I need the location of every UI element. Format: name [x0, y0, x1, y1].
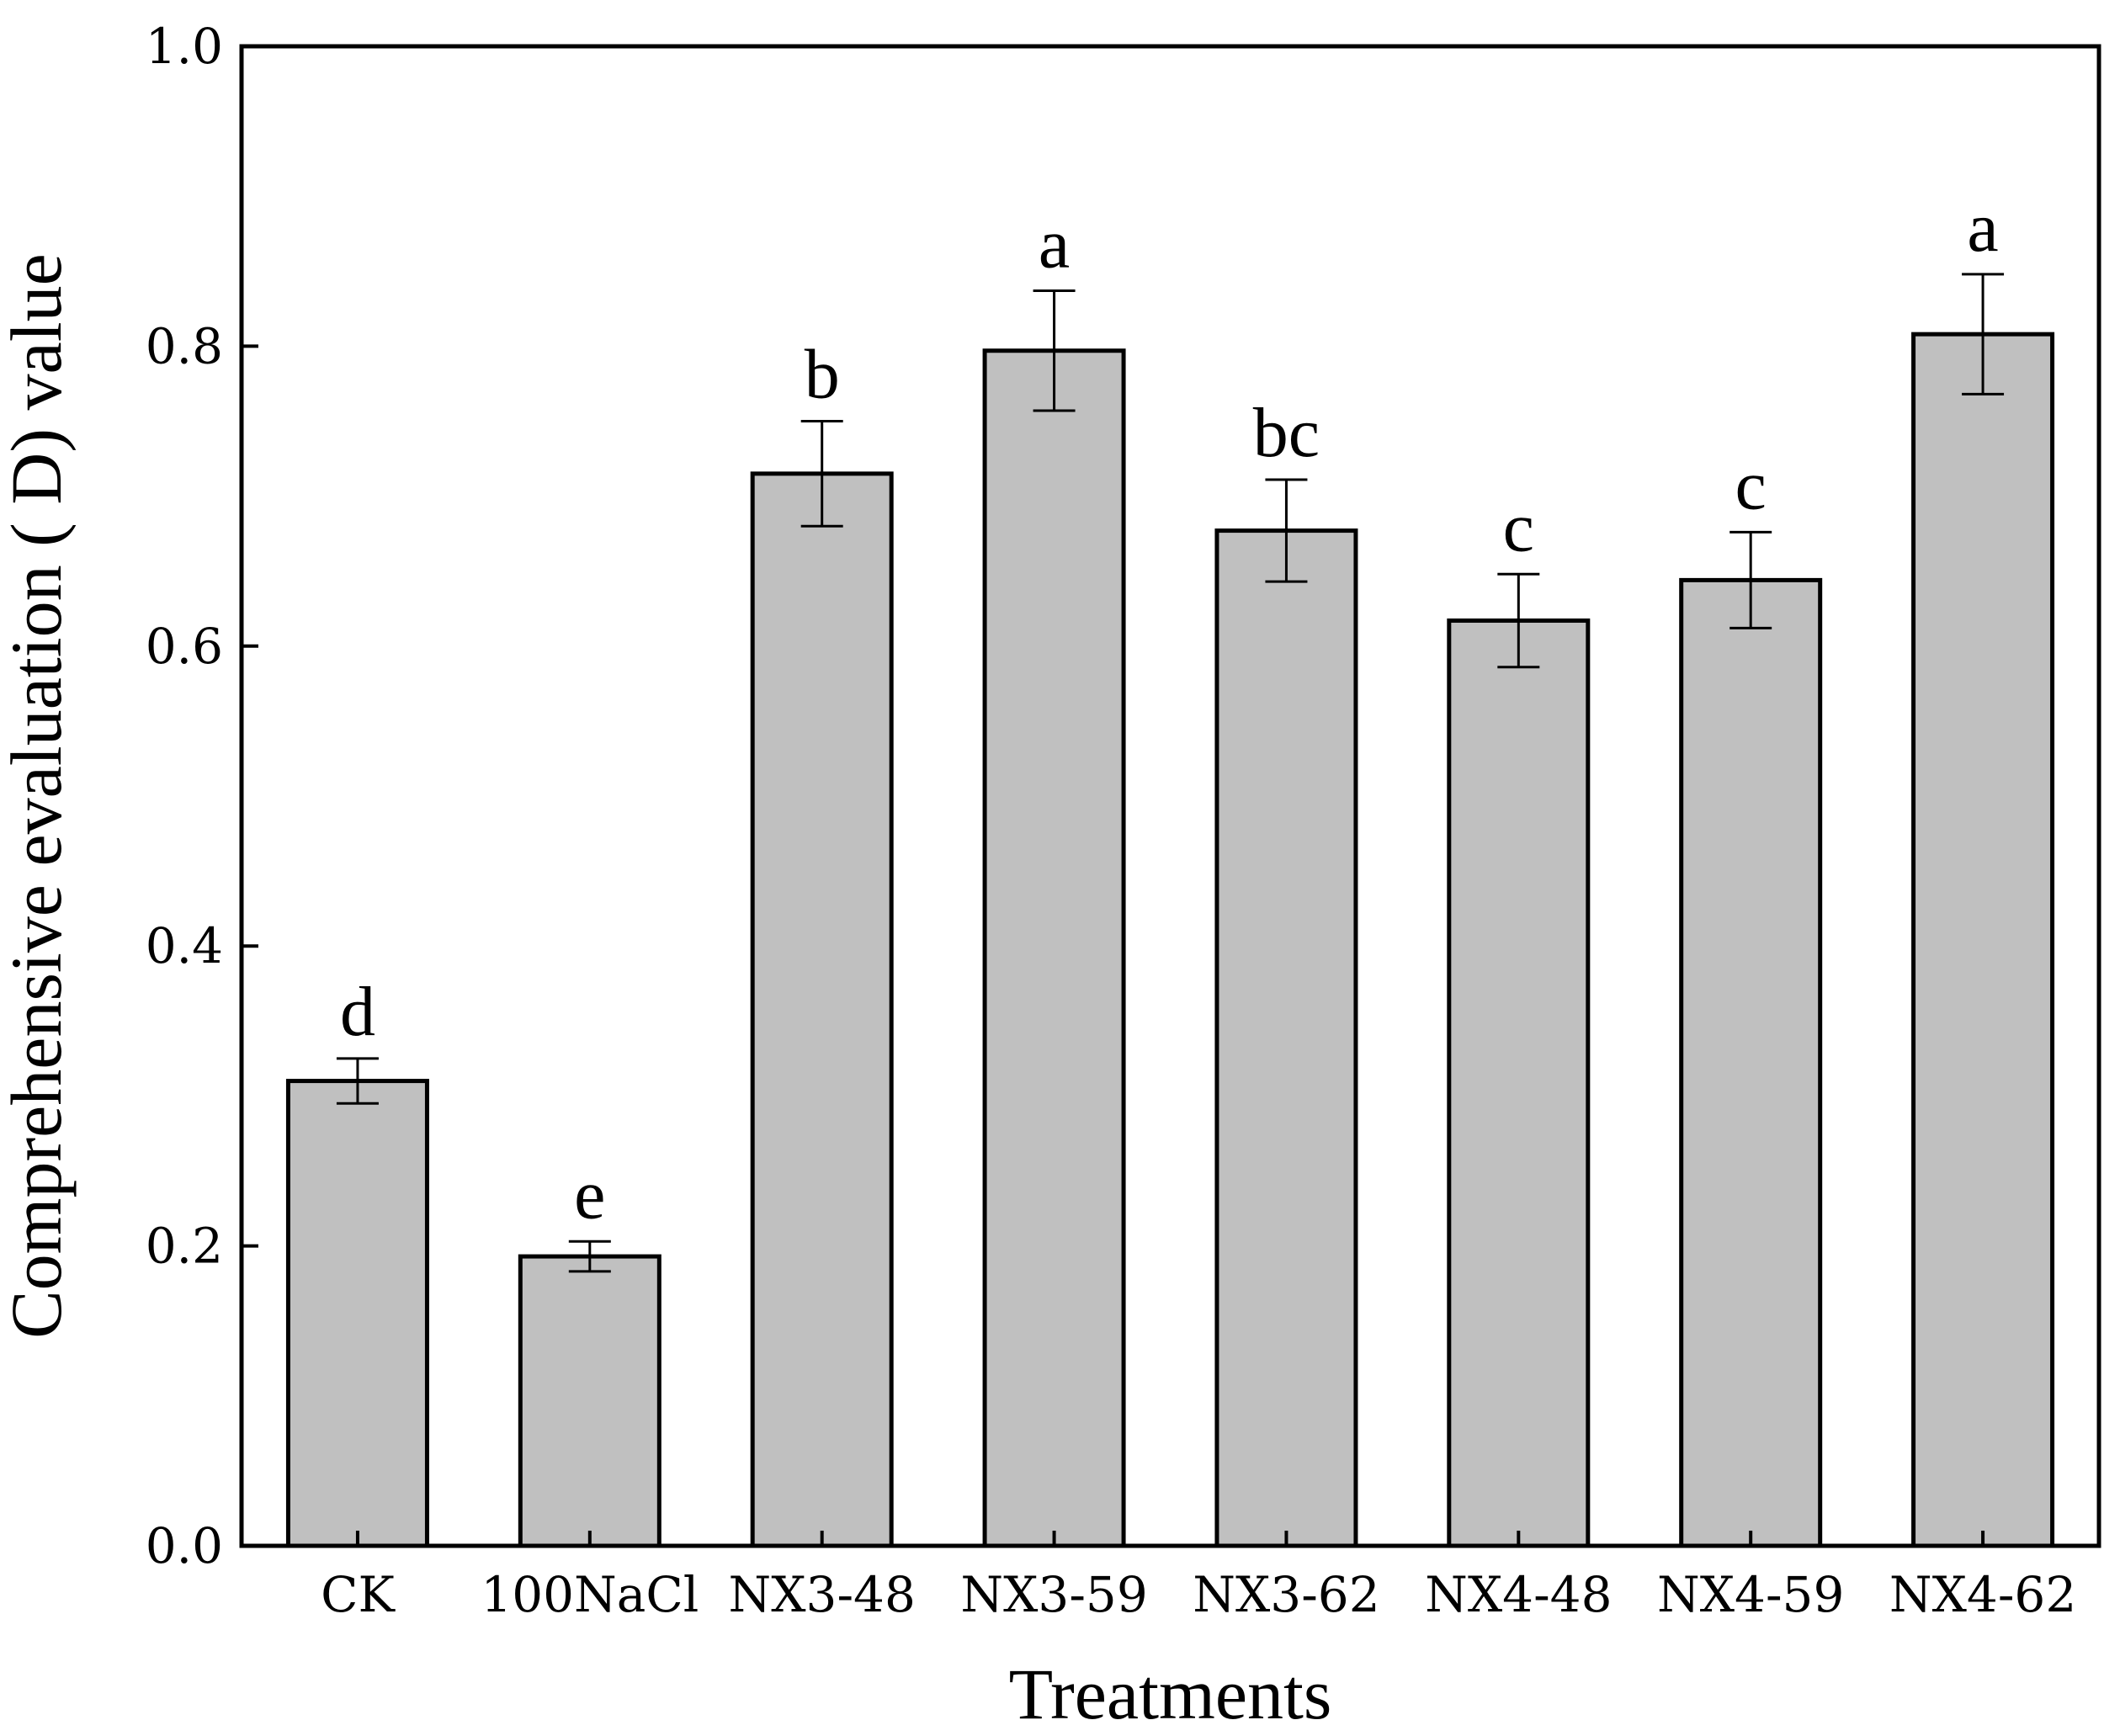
x-tick-label-NX4-48: NX4-48 — [1425, 1566, 1612, 1623]
x-tick-label-NX4-59: NX4-59 — [1657, 1566, 1844, 1623]
bar-NX4-59 — [1679, 577, 1823, 1548]
bar-NX3-62 — [1214, 528, 1358, 1548]
x-tick-label-NX4-62: NX4-62 — [1889, 1566, 2076, 1623]
significance-label-100NaCl: e — [574, 1155, 605, 1234]
bar-NX4-62 — [1911, 332, 2055, 1548]
x-tick-label-NX3-48: NX3-48 — [729, 1566, 916, 1623]
x-tick-label-NX3-62: NX3-62 — [1193, 1566, 1379, 1623]
significance-label-NX3-59: a — [1039, 204, 1070, 283]
y-axis-title: Comprehensive evaluation ( D) value — [0, 253, 77, 1339]
bar-CK — [285, 1079, 429, 1548]
y-axis-ticks: 0.0 0.2 0.4 0.6 0.8 1.0 — [146, 18, 258, 1574]
significance-label-NX3-48: b — [805, 336, 840, 414]
y-tick-label: 0.8 — [146, 317, 223, 374]
significance-label-NX3-62: bc — [1253, 394, 1320, 472]
significance-labels-layer: d e b a bc c c a — [340, 188, 1999, 1234]
plot-frame — [239, 44, 2101, 1548]
y-tick-label: 1.0 — [146, 18, 223, 75]
error-bars-layer — [336, 273, 2005, 1273]
y-tick-label: 0.2 — [146, 1218, 223, 1275]
x-axis-ticks: CK 100NaCl NX3-48 NX3-59 NX3-62 NX4-48 NX4-59 N… — [321, 1531, 2076, 1623]
significance-label-NX4-48: c — [1503, 488, 1534, 566]
significance-label-CK: d — [340, 973, 375, 1051]
significance-label-NX4-59: c — [1735, 446, 1767, 524]
bar-NX4-48 — [1447, 618, 1591, 1548]
bar-100NaCl — [518, 1254, 662, 1548]
y-tick-label: 0.0 — [146, 1517, 223, 1574]
y-tick-label: 0.6 — [146, 618, 223, 675]
significance-label-NX4-62: a — [1967, 188, 1998, 267]
x-tick-label-CK: CK — [321, 1566, 396, 1623]
bar-NX3-59 — [982, 348, 1126, 1548]
x-axis-title: Treatments — [1009, 1654, 1332, 1734]
y-tick-label: 0.4 — [146, 917, 223, 974]
bars-layer — [285, 332, 2055, 1548]
bar-NX3-48 — [750, 471, 894, 1548]
x-tick-label-100NaCl: 100NaCl — [481, 1566, 699, 1623]
x-tick-label-NX3-59: NX3-59 — [960, 1566, 1147, 1623]
